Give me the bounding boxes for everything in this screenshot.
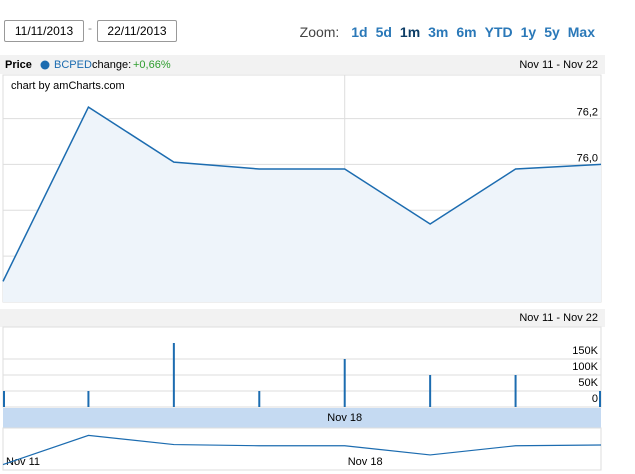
zoom-button[interactable]: 1m [399,24,421,40]
volume-panel [2,326,602,408]
credit[interactable]: chart by amCharts.com [11,80,125,92]
volume-bar [172,343,175,407]
date-to[interactable]: 22/11/2013 [97,20,177,42]
volume-header [0,309,605,327]
area [3,107,601,302]
zoom-button[interactable]: YTD [484,24,513,40]
zoom-button[interactable]: Max [567,24,595,40]
zoom-label: Zoom: [299,24,340,40]
navigator-label: Nov 11 [6,456,40,468]
price-header [0,55,605,74]
zoom-button[interactable]: 3m [428,24,449,40]
navigator[interactable] [2,427,602,471]
date-range: Nov 11 - Nov 22 [519,312,598,324]
navigator-line [2,434,602,466]
volume-bar [258,391,261,407]
y-tick-label: 76,2 [577,106,598,118]
zoom-bar: Zoom: 1d 5d 1m 3m 6m YTD 1y 5y Max [300,24,595,40]
zoom-button[interactable]: 1d [351,24,368,40]
date-from[interactable]: 11/11/2013 [4,20,84,42]
volume-bar [87,391,90,407]
zoom-button[interactable]: 1y [520,24,537,40]
legend-marker [40,60,50,70]
volume-bar [3,391,5,407]
volume-bar [343,359,346,407]
navigator-label: Nov 18 [348,456,383,468]
zoom-button[interactable]: 5y [544,24,560,40]
y-tick-label: 76,0 [577,152,598,164]
toolbar: 11/11/2013 - 22/11/2013 Zoom: 1d 5d 1m 3m 6m… [0,0,635,55]
y-tick-label: 150K [572,345,598,357]
date-separator: - [88,21,92,35]
zoom-button[interactable]: 5d [375,24,392,40]
y-tick-label: 0 [592,393,598,405]
scrollbar-label: Nov 18 [327,412,362,424]
zoom-button[interactable]: 6m [456,24,477,40]
change-label: change: [92,59,131,71]
panel-label: Price [5,59,32,71]
date-range: Nov 11 - Nov 22 [519,59,598,71]
legend-name[interactable]: BCPED [54,59,92,71]
y-tick-label: 100K [572,361,598,373]
price-line [2,106,602,282]
change-value: +0,66% [133,59,171,71]
volume-bar [429,375,432,407]
scrollbar[interactable] [3,408,601,428]
volume-bar [599,391,601,407]
y-tick-label: 50K [578,377,598,389]
volume-bar [514,375,517,407]
